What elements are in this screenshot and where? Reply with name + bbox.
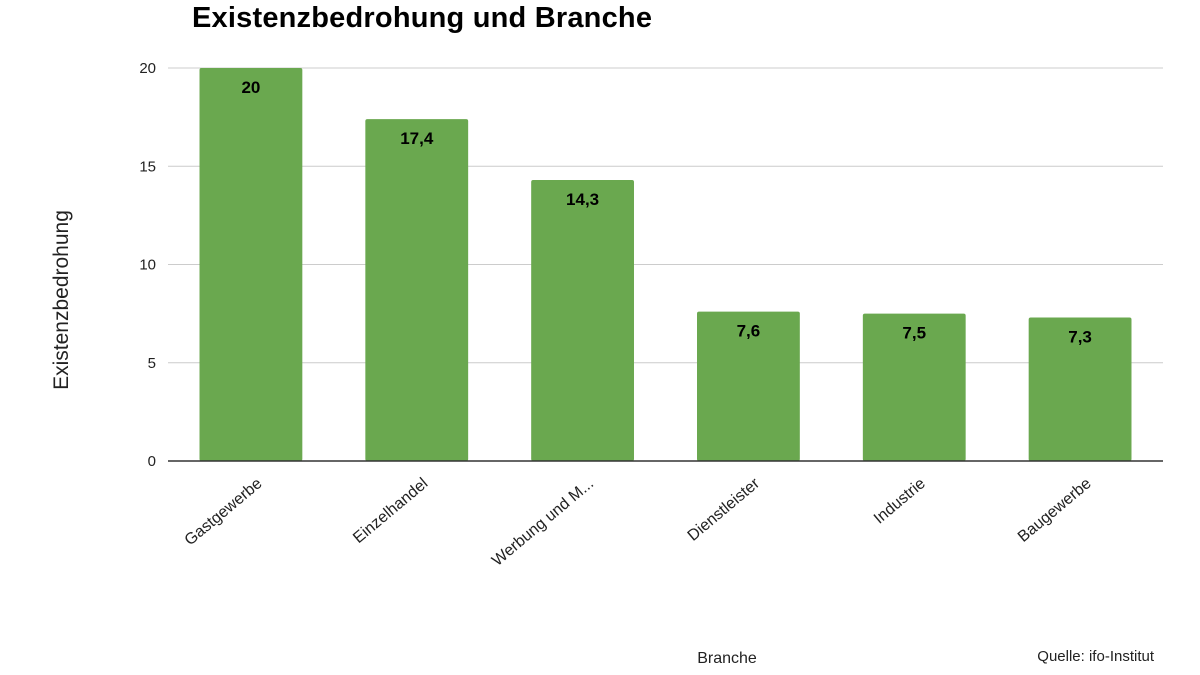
bar [199, 68, 303, 461]
y-tick-label: 10 [139, 257, 156, 274]
source-note: Quelle: ifo-Institut [1037, 648, 1154, 665]
bar [1028, 317, 1132, 461]
data-label: 14,3 [566, 190, 599, 209]
bar [365, 119, 469, 461]
x-axis-title: Branche [697, 650, 757, 667]
bar [531, 180, 634, 461]
x-tick-label: Gastgewerbe [182, 475, 266, 549]
bar [862, 313, 966, 461]
chart-title: Existenzbedrohung und Branche [192, 2, 653, 34]
y-axis-title: Existenzbedrohung [50, 210, 73, 390]
data-label: 20 [241, 78, 260, 97]
y-tick-label: 15 [139, 158, 156, 175]
bar [697, 311, 800, 461]
bars [199, 68, 1132, 461]
x-tick-label: Baugewerbe [1015, 475, 1095, 546]
data-label: 17,4 [400, 129, 434, 148]
data-labels: 20 17,4 14,3 7,6 7,5 7,3 [241, 78, 1091, 347]
data-label: 7,3 [1068, 328, 1092, 347]
y-tick-label: 0 [148, 453, 156, 470]
x-tick-label: Werbung und M... [489, 475, 597, 570]
x-tick-label: Industrie [871, 475, 929, 528]
y-tick-label: 5 [148, 355, 156, 372]
x-tick-label: Einzelhandel [350, 475, 431, 547]
y-axis-ticks: 0 5 10 15 20 [139, 60, 156, 470]
gridlines [168, 67, 1163, 364]
data-label: 7,6 [737, 322, 761, 341]
y-tick-label: 20 [139, 60, 156, 77]
x-axis-ticks: Gastgewerbe Einzelhandel Werbung und M... D… [182, 475, 1095, 570]
x-tick-label: Dienstleister [685, 475, 764, 545]
data-label: 7,5 [902, 324, 926, 343]
